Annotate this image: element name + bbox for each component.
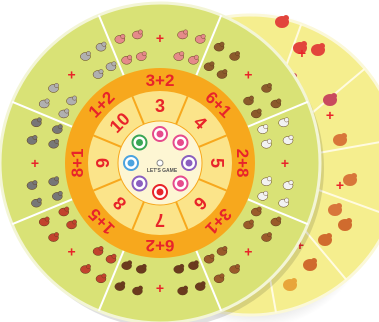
fish-icon xyxy=(338,218,352,231)
sheep-icon xyxy=(243,83,282,119)
fish-icon xyxy=(303,258,317,271)
pig-icon xyxy=(114,260,147,296)
sector-divider xyxy=(195,14,223,76)
sector-equation: 3+2 xyxy=(146,71,175,90)
plus-sign: + xyxy=(156,280,164,296)
sector-divider xyxy=(11,100,73,128)
sector-number: 3 xyxy=(155,96,165,116)
sector-equation: 8+1 xyxy=(68,149,87,178)
plus-sign: + xyxy=(298,45,306,61)
plus-sign: + xyxy=(244,243,252,259)
color-dot xyxy=(181,155,197,171)
plus-sign: + xyxy=(244,67,252,83)
inner-divider xyxy=(131,201,145,230)
plus-sign: + xyxy=(156,30,164,46)
plus-sign: + xyxy=(68,243,76,259)
inner-divider xyxy=(93,178,122,192)
plus-sign: + xyxy=(281,155,289,171)
flamingo-icon xyxy=(275,15,289,28)
plus-sign: + xyxy=(296,237,304,253)
inner-divider xyxy=(198,178,227,192)
fish-icon xyxy=(343,173,357,186)
sector-divider xyxy=(195,250,223,312)
inner-divider xyxy=(175,201,189,230)
color-dot xyxy=(152,184,168,200)
fish-icon xyxy=(328,203,342,216)
inner-divider xyxy=(198,134,227,148)
fish-icon xyxy=(318,233,332,246)
front-wheel[interactable]: LET'S GAME 6+14+2+85 +3+16+6+27+1+58+8+1 9… xyxy=(0,1,322,322)
fish-icon xyxy=(26,117,63,149)
sheep-icon xyxy=(80,41,117,79)
color-dot xyxy=(152,126,168,142)
sector-number: 9 xyxy=(93,158,113,168)
sector-equation: 2+8 xyxy=(233,149,252,178)
monkey-icon xyxy=(38,83,77,119)
inner-divider xyxy=(131,96,145,125)
plus-sign: + xyxy=(68,67,76,83)
inner-divider xyxy=(175,96,189,125)
brand-label: LET'S GAME xyxy=(147,168,178,174)
cow-icon xyxy=(243,206,282,242)
octopus-icon xyxy=(323,93,337,106)
center-pivot xyxy=(156,159,164,167)
sector-divider xyxy=(97,250,125,312)
color-dot xyxy=(131,134,148,151)
flamingo-icon xyxy=(26,176,63,208)
plus-sign: + xyxy=(336,177,344,193)
crab-icon xyxy=(38,206,77,242)
bear-icon xyxy=(257,117,294,149)
flamingo-icon xyxy=(293,41,307,54)
octopus-icon xyxy=(333,133,347,146)
snail-icon xyxy=(203,246,240,284)
sector-divider xyxy=(11,198,73,226)
sector-divider xyxy=(247,100,309,128)
sector-divider xyxy=(247,198,309,226)
color-dot xyxy=(131,175,148,192)
fish-icon xyxy=(283,278,297,291)
octopus-icon xyxy=(80,246,117,284)
bull-icon xyxy=(257,176,294,208)
sector-divider xyxy=(97,14,125,76)
bear-icon xyxy=(114,29,147,65)
sector-number: 5 xyxy=(207,158,227,168)
sector-equation: 6+2 xyxy=(146,236,175,255)
monkey-icon xyxy=(203,41,240,79)
color-dot xyxy=(172,134,189,151)
bull-icon xyxy=(173,29,206,65)
inner-divider xyxy=(93,134,122,148)
plus-sign: + xyxy=(31,155,39,171)
color-dot xyxy=(123,155,139,171)
color-dot xyxy=(172,175,189,192)
sector-number: 7 xyxy=(155,210,165,230)
flamingo-icon xyxy=(311,43,325,56)
elephant-icon xyxy=(173,260,206,296)
plus-sign: + xyxy=(326,107,334,123)
